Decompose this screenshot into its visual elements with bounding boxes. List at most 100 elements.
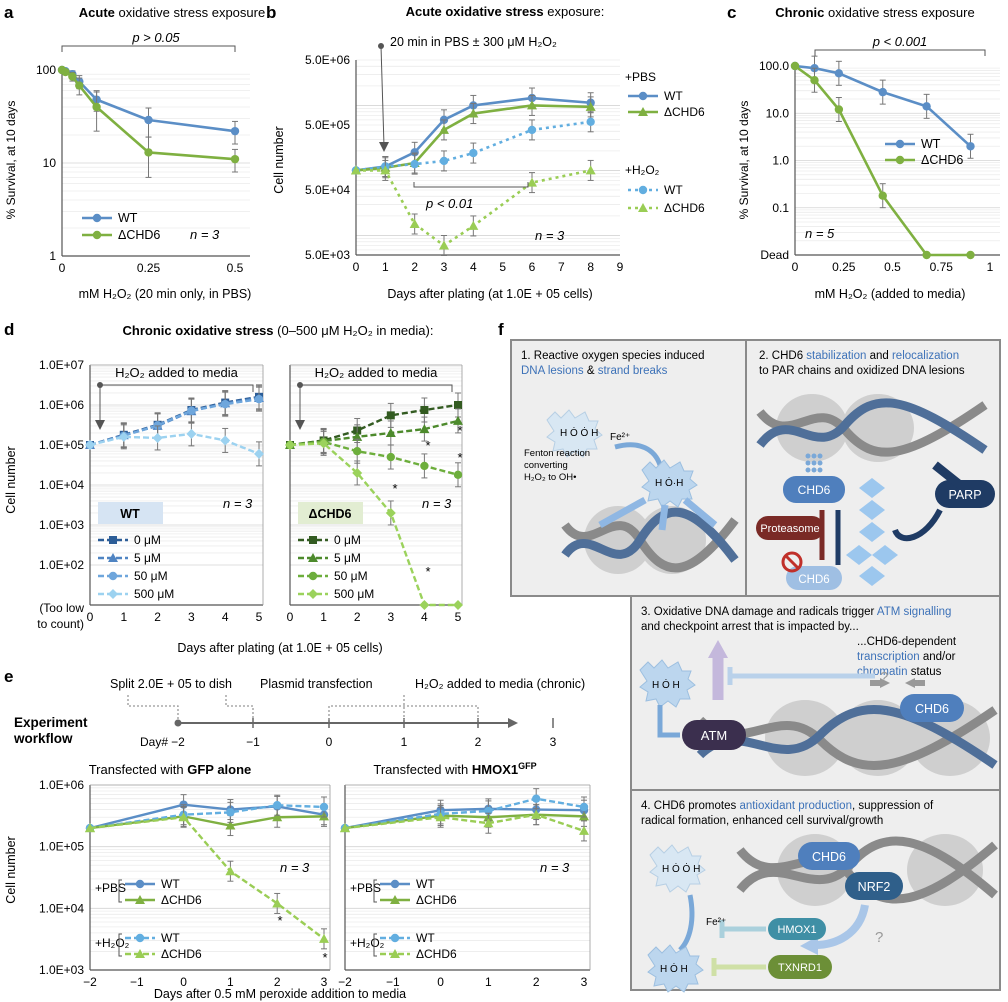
data-point bbox=[353, 446, 362, 456]
legend-marker bbox=[390, 933, 400, 943]
x-tick-label: 2 bbox=[154, 610, 161, 624]
y-tick-label: 1.0E+03 bbox=[39, 963, 84, 977]
data-point bbox=[272, 812, 283, 822]
data-point bbox=[453, 415, 463, 425]
workflow-step-transfection: Plasmid transfection bbox=[260, 677, 373, 691]
dot-icon bbox=[817, 453, 823, 459]
x-tick-label: 1 bbox=[485, 975, 492, 989]
panel-a-ylabel: % Survival, at 10 days bbox=[4, 101, 18, 220]
data-point bbox=[318, 438, 329, 449]
legend-marker bbox=[638, 203, 648, 212]
significance-star: * bbox=[322, 950, 327, 965]
parylation-arrow-icon bbox=[892, 508, 943, 542]
data-point bbox=[226, 808, 235, 817]
data-point bbox=[966, 250, 975, 260]
panel-f: f 1. Reactive oxygen species induced DNA… bbox=[498, 320, 1001, 993]
treatment-arrowhead-icon bbox=[379, 142, 389, 152]
data-point bbox=[532, 794, 541, 803]
legend-label: ΔCHD6 bbox=[416, 947, 457, 961]
treatment-arrow-line bbox=[380, 45, 385, 147]
panel-b-ylabel: Cell number bbox=[272, 126, 286, 193]
workflow-title-2: workflow bbox=[13, 731, 73, 746]
panel-f-frame bbox=[510, 339, 1001, 991]
data-point bbox=[439, 240, 449, 250]
panel-d-xlabel: Days after plating (at 1.0E + 05 cells) bbox=[177, 641, 382, 655]
legend-marker bbox=[135, 879, 145, 889]
legend-marker bbox=[895, 155, 905, 165]
panel-e: e Experiment workflow Day# −2 −1 0 1 2 3 Spli… bbox=[4, 667, 591, 1001]
chd6-degraded-label: CHD6 bbox=[798, 574, 829, 586]
legend-brace bbox=[373, 933, 377, 957]
box4-question: ? bbox=[875, 929, 883, 946]
plot-e: −2 −1 0 1 2 3 +PBS WT ΔCHD6 +H₂O₂ WT ΔCHD6 n = 3 −2 −1… bbox=[39, 778, 591, 989]
txnrd1-node bbox=[768, 955, 832, 979]
series-line bbox=[89, 804, 325, 830]
significance-star: * bbox=[425, 564, 430, 579]
txnrd1-node-label: TXNRD1 bbox=[778, 962, 822, 974]
plot-d: 0 1 2 3 4 5 H₂O₂ added to media n = 3 WT 0 μM 5 μM… bbox=[37, 358, 463, 631]
par-chain bbox=[846, 478, 898, 586]
fenton-arrow-icon bbox=[614, 442, 663, 466]
workflow-connector-split bbox=[127, 695, 179, 720]
plot-c: Dead 0.1 1.0 10.0 100.0 0 0.25 0.5 0.75 1 p < 0.00… bbox=[759, 34, 1000, 274]
hydroxyl-radical-icon bbox=[639, 659, 696, 708]
hmox1-node-label: HMOX1 bbox=[777, 924, 816, 936]
workflow-day-label: Day# bbox=[140, 735, 168, 749]
data-point bbox=[144, 148, 153, 157]
box1-title-line2: DNA lesions & strand breaks bbox=[521, 365, 668, 377]
parp-arrow-icon bbox=[932, 461, 963, 489]
legend-label: 50 μM bbox=[134, 569, 168, 583]
arrow-left-icon bbox=[905, 678, 915, 688]
legend-label: WT bbox=[416, 931, 435, 945]
panel-letter-e: e bbox=[4, 667, 13, 686]
legend-marker bbox=[308, 571, 318, 581]
y-tick-label: 1.0 bbox=[772, 154, 789, 168]
chd6-node-label: CHD6 bbox=[812, 850, 846, 864]
dot-icon bbox=[805, 453, 811, 459]
x-tick-label: 0 bbox=[59, 261, 66, 275]
x-tick-label: 4 bbox=[470, 260, 477, 274]
x-tick-label: 8 bbox=[587, 260, 594, 274]
data-point bbox=[922, 102, 931, 111]
h2o2-label: H Ȯ Ȯ H bbox=[560, 426, 598, 439]
box-label: H₂O₂ added to media bbox=[115, 365, 239, 380]
legend-label: ΔCHD6 bbox=[161, 947, 202, 961]
dna-strand bbox=[756, 398, 988, 454]
data-point bbox=[225, 820, 236, 830]
panel-e-left-title: Transfected with GFP alone bbox=[89, 762, 252, 777]
x-tick-label: 3 bbox=[387, 610, 394, 624]
x-tick-label: 4 bbox=[421, 610, 428, 624]
box3-radical-cloud: H Ȯ H bbox=[639, 659, 696, 708]
dot-icon bbox=[817, 467, 823, 473]
panel-c-ylabel: % Survival, at 10 days bbox=[737, 101, 751, 220]
data-point bbox=[186, 428, 197, 439]
workflow-step-h2o2: H₂O₂ added to media (chronic) bbox=[415, 677, 585, 691]
legend-label: ΔCHD6 bbox=[416, 893, 457, 907]
h2o2-burst-icon bbox=[649, 844, 706, 893]
panel-b-title: Acute oxidative stress exposure: bbox=[406, 4, 605, 19]
x-tick-label: −2 bbox=[83, 975, 97, 989]
y-tick-label: 10 bbox=[43, 156, 57, 170]
data-point bbox=[187, 406, 196, 415]
x-tick-label: 1 bbox=[382, 260, 389, 274]
data-point bbox=[483, 818, 494, 828]
n-label: n = 3 bbox=[223, 496, 253, 511]
legend-label: WT bbox=[921, 137, 941, 151]
legend-group-pbs: +PBS bbox=[95, 881, 126, 895]
data-point bbox=[966, 142, 975, 151]
p-bracket bbox=[61, 45, 236, 52]
p-bracket bbox=[814, 49, 986, 56]
legend-label: 0 μM bbox=[134, 533, 161, 547]
data-point bbox=[420, 405, 429, 414]
panel-c: c Chronic oxidative stress exposure Dead… bbox=[727, 3, 1000, 301]
y-tick-label: 100.0 bbox=[759, 59, 789, 73]
data-point bbox=[273, 801, 282, 810]
data-point bbox=[68, 72, 77, 81]
legend-marker bbox=[108, 589, 118, 599]
legend-marker bbox=[638, 185, 648, 195]
workflow-connector-transfection bbox=[225, 695, 254, 720]
data-point bbox=[469, 148, 478, 158]
x-tick-label: 0.5 bbox=[227, 261, 244, 275]
data-point bbox=[254, 448, 264, 459]
y-tick-label: 1.0E+06 bbox=[39, 398, 84, 412]
